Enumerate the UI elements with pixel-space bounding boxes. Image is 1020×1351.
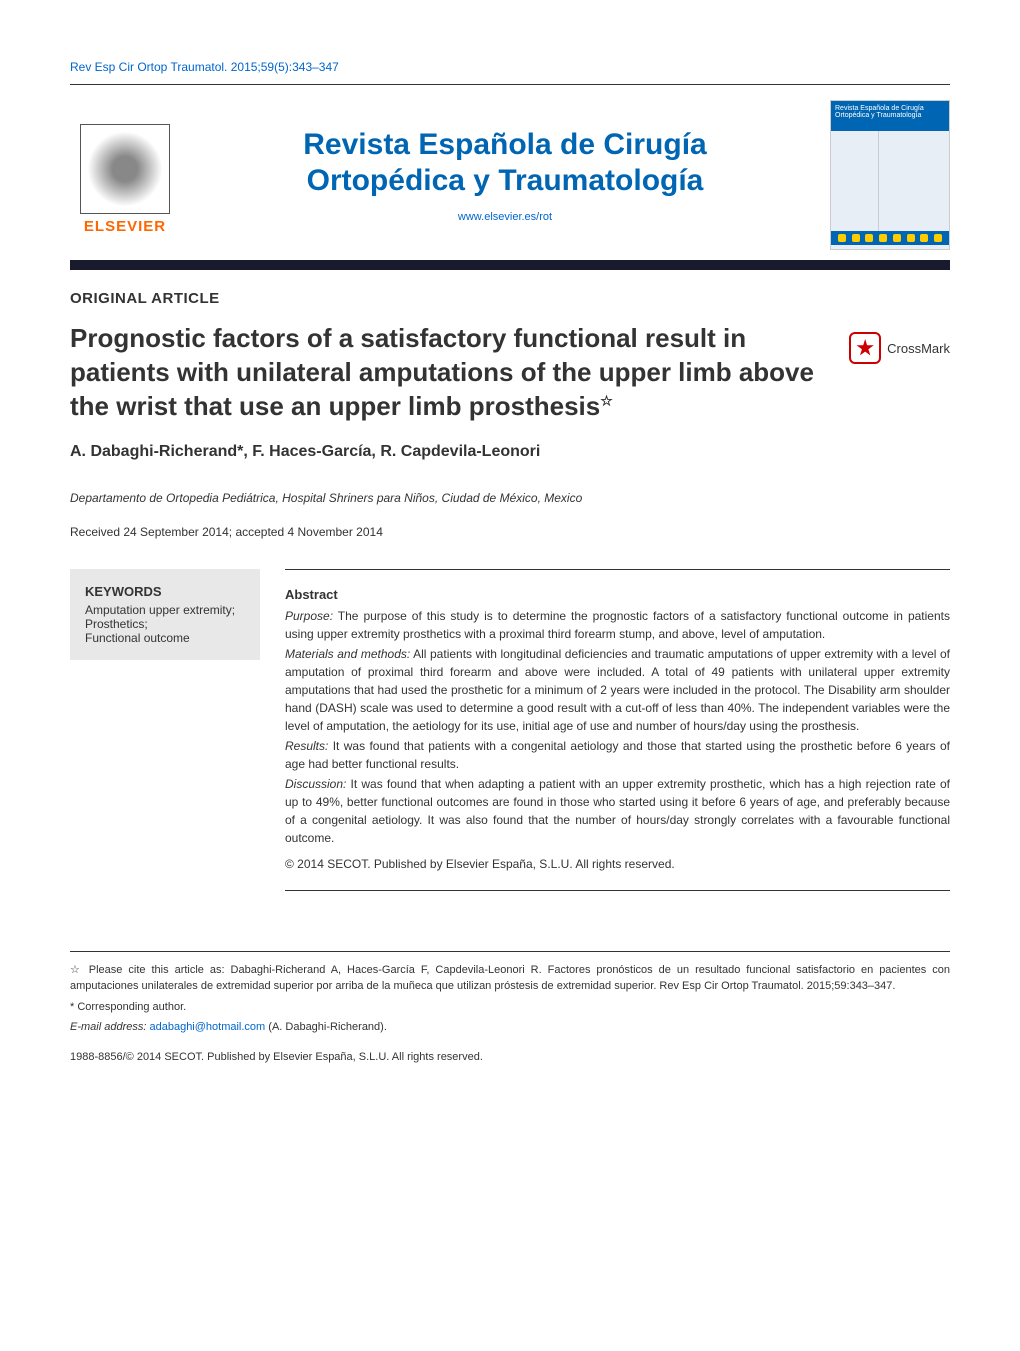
affiliation: Departamento de Ortopedia Pediátrica, Ho… <box>70 491 950 505</box>
elsevier-tree-icon <box>80 124 170 214</box>
cover-footer-icons <box>831 231 949 245</box>
footer-section: ☆ Please cite this article as: Dabaghi-R… <box>70 951 950 1036</box>
discussion-text: It was found that when adapting a patien… <box>285 777 950 845</box>
authors: A. Dabaghi-Richerand*, F. Haces-García, … <box>70 443 950 461</box>
article-dates: Received 24 September 2014; accepted 4 N… <box>70 525 950 539</box>
results-text: It was found that patients with a congen… <box>285 739 950 771</box>
title-text: Prognostic factors of a satisfactory fun… <box>70 323 814 421</box>
keywords-list: Amputation upper extremity; Prosthetics;… <box>85 603 245 645</box>
abstract-discussion: Discussion: It was found that when adapt… <box>285 775 950 847</box>
abstract-purpose: Purpose: The purpose of this study is to… <box>285 607 950 643</box>
purpose-text: The purpose of this study is to determin… <box>285 609 950 641</box>
abstract-content: Abstract Purpose: The purpose of this st… <box>285 569 950 891</box>
journal-title-line1: Revista Española de Cirugía <box>200 127 810 163</box>
abstract-heading: Abstract <box>285 585 950 605</box>
crossmark-widget[interactable]: CrossMark <box>849 332 950 364</box>
keywords-box: KEYWORDS Amputation upper extremity; Pro… <box>70 569 260 660</box>
journal-title-block: Revista Española de Cirugía Ortopédica y… <box>180 127 830 223</box>
publisher-name: ELSEVIER <box>84 218 166 235</box>
email-line: E-mail address: adabaghi@hotmail.com (A.… <box>70 1019 950 1036</box>
email-author: (A. Dabaghi-Richerand). <box>265 1021 387 1033</box>
purpose-label: Purpose: <box>285 609 333 623</box>
journal-title-line2: Ortopédica y Traumatología <box>200 163 810 199</box>
title-row: Prognostic factors of a satisfactory fun… <box>70 322 950 423</box>
methods-label: Materials and methods: <box>285 647 410 661</box>
discussion-label: Discussion: <box>285 777 346 791</box>
citation-reference: Rev Esp Cir Ortop Traumatol. 2015;59(5):… <box>70 60 950 74</box>
journal-header: ELSEVIER Revista Española de Cirugía Ort… <box>70 100 950 250</box>
publisher-logo: ELSEVIER <box>70 115 180 235</box>
abstract-methods: Materials and methods: All patients with… <box>285 645 950 735</box>
cover-body <box>831 131 949 231</box>
header-rule <box>70 84 950 85</box>
corresponding-author-note: * Corresponding author. <box>70 999 950 1016</box>
keywords-heading: KEYWORDS <box>85 584 245 599</box>
crossmark-label: CrossMark <box>887 341 950 356</box>
abstract-results: Results: It was found that patients with… <box>285 737 950 773</box>
journal-cover-thumbnail: Revista Española de Cirugía Ortopédica y… <box>830 100 950 250</box>
abstract-copyright: © 2014 SECOT. Published by Elsevier Espa… <box>285 855 950 873</box>
results-label: Results: <box>285 739 328 753</box>
cite-as-note: ☆ Please cite this article as: Dabaghi-R… <box>70 962 950 995</box>
cite-star: ☆ <box>70 964 83 976</box>
abstract-section: KEYWORDS Amputation upper extremity; Pro… <box>70 569 950 891</box>
header-divider-bar <box>70 260 950 270</box>
cite-as-text: Please cite this article as: Dabaghi-Ric… <box>70 964 950 993</box>
email-label: E-mail address: <box>70 1021 149 1033</box>
cover-header: Revista Española de Cirugía Ortopédica y… <box>831 101 949 131</box>
email-address[interactable]: adabaghi@hotmail.com <box>149 1021 265 1033</box>
crossmark-badge-icon <box>849 332 881 364</box>
issn-copyright: 1988-8856/© 2014 SECOT. Published by Els… <box>70 1051 950 1063</box>
article-type: ORIGINAL ARTICLE <box>70 290 950 307</box>
title-footnote-marker: ☆ <box>600 392 613 408</box>
article-title: Prognostic factors of a satisfactory fun… <box>70 322 849 423</box>
journal-url[interactable]: www.elsevier.es/rot <box>200 211 810 223</box>
corresp-text: Corresponding author. <box>74 1001 186 1013</box>
